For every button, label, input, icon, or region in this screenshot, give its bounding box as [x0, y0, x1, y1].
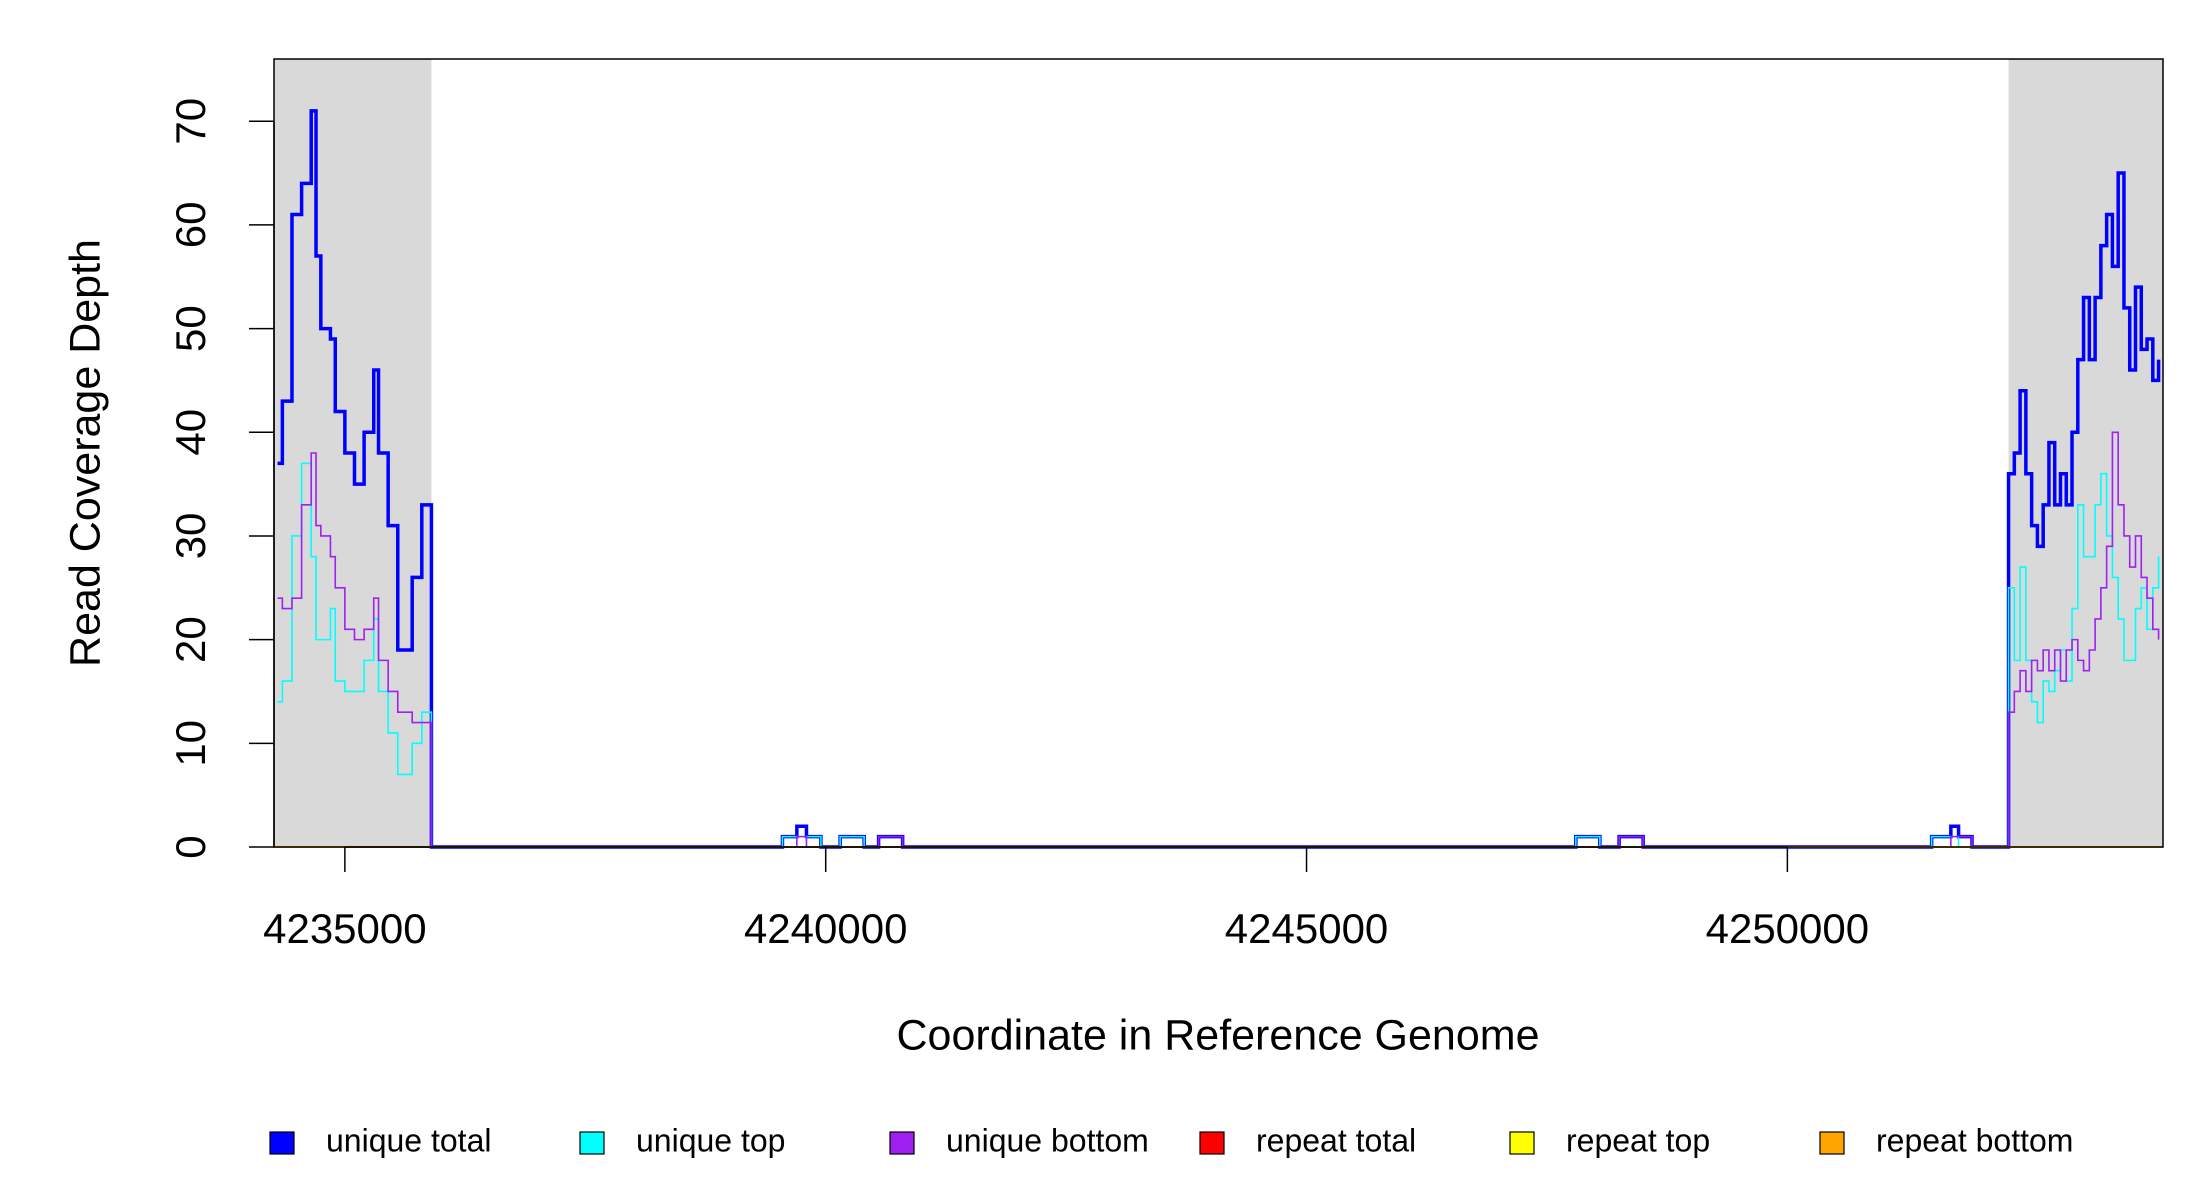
- y-tick-label: 30: [167, 513, 214, 560]
- x-tick-label: 4250000: [1706, 905, 1870, 952]
- y-tick-label: 70: [167, 98, 214, 145]
- legend-label: repeat total: [1256, 1122, 1416, 1158]
- y-tick-label: 0: [167, 835, 214, 858]
- plot-frame: [273, 58, 2164, 848]
- legend-swatch: [1509, 1131, 1535, 1155]
- legend-swatch: [1819, 1131, 1845, 1155]
- legend-label: repeat top: [1566, 1122, 1710, 1158]
- legend-label: unique total: [326, 1122, 491, 1158]
- legend-label: unique top: [636, 1122, 785, 1158]
- y-tick-label: 40: [167, 409, 214, 456]
- x-axis-title: Coordinate in Reference Genome: [897, 1011, 1540, 1059]
- shaded-region: [2008, 59, 2163, 847]
- y-tick-label: 20: [167, 616, 214, 663]
- legend-swatch: [1199, 1131, 1225, 1155]
- legend-label: repeat bottom: [1876, 1122, 2073, 1158]
- series-line: [277, 109, 2161, 849]
- series-line: [277, 462, 2160, 848]
- y-tick-label: 50: [167, 305, 214, 352]
- series-line: [277, 431, 2160, 848]
- x-tick-label: 4240000: [744, 905, 908, 952]
- x-tick-label: 4245000: [1225, 905, 1389, 952]
- legend-swatch: [269, 1131, 295, 1155]
- y-tick-label: 60: [167, 202, 214, 249]
- x-tick-label: 4235000: [263, 905, 427, 952]
- y-axis-title: Read Coverage Depth: [61, 239, 109, 667]
- y-tick-label: 10: [167, 720, 214, 767]
- legend-label: unique bottom: [946, 1122, 1149, 1158]
- legend-swatch: [889, 1131, 915, 1155]
- legend-swatch: [579, 1131, 605, 1155]
